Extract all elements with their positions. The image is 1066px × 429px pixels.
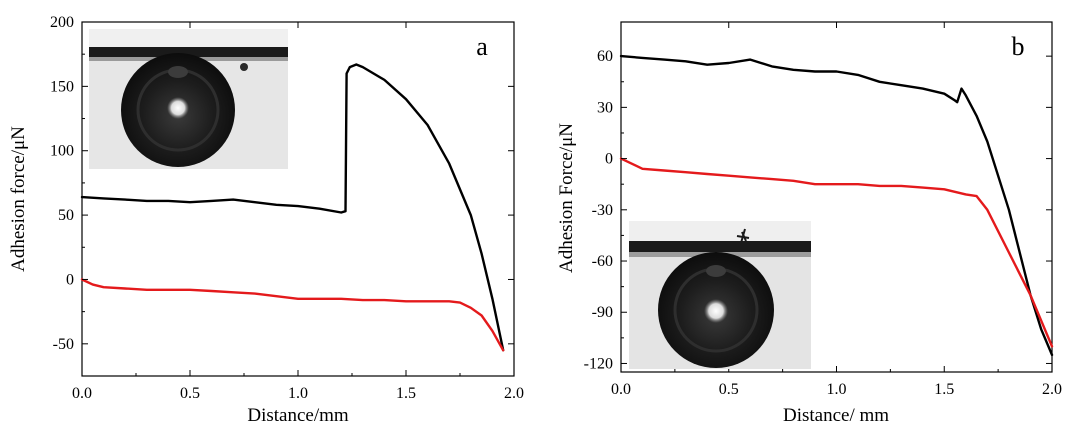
x-tick-label: 0.5: [719, 381, 739, 398]
panel-label: b: [1012, 32, 1025, 61]
y-tick-label: 30: [597, 99, 613, 116]
panel-label: a: [476, 32, 488, 61]
y-tick-label: 0: [605, 151, 613, 168]
y-axis-title: Adhesion Force/μN: [556, 123, 577, 273]
droplet-photo-a: [89, 29, 288, 169]
x-tick-label: 1.0: [288, 385, 308, 402]
series-layer: [619, 54, 1054, 357]
x-tick-label: 1.5: [934, 381, 954, 398]
y-tick-label: -60: [592, 253, 613, 270]
series-layer: [80, 63, 505, 352]
panel-a: 0.0 0.5 1.0 1.5 2.0 -50 0 50 100 150 200 a Distanc…: [8, 14, 524, 426]
x-axis-title: Distance/mm: [247, 405, 349, 426]
y-axis-title: Adhesion force/μN: [8, 126, 29, 272]
y-tick-label: -50: [53, 336, 74, 353]
series-1-line: [619, 157, 1054, 348]
x-tick-label: 0.0: [611, 381, 631, 398]
y-tick-label: 200: [50, 14, 74, 31]
x-tick-label: 0.0: [72, 385, 92, 402]
y-tick-label: 0: [66, 271, 74, 288]
y-tick-label: -30: [592, 202, 613, 219]
x-tick-label: 1.0: [827, 381, 847, 398]
y-tick-label: 60: [597, 48, 613, 65]
y-tick-label: -120: [584, 355, 613, 372]
y-tick-label: 150: [50, 78, 74, 95]
x-axis-title: Distance/ mm: [783, 405, 889, 426]
panel-b: 0.0 0.5 1.0 1.5 2.0 -120 -90 -60 -30 0 30 60 b Dist…: [556, 21, 1062, 426]
y-tick-label: -90: [592, 304, 613, 321]
series-0-line: [80, 63, 505, 352]
axis-layer: 0.0 0.5 1.0 1.5 2.0 -120 -90 -60 -30 0 30 60: [584, 22, 1062, 398]
axis-layer: 0.0 0.5 1.0 1.5 2.0 -50 0 50 100 150 200: [50, 14, 524, 402]
y-tick-label: 100: [50, 143, 74, 160]
x-tick-label: 2.0: [504, 385, 524, 402]
series-0-line: [619, 54, 1054, 357]
droplet-photo-b: [629, 221, 811, 369]
y-tick-label: 50: [58, 207, 74, 224]
x-tick-label: 0.5: [180, 385, 200, 402]
series-1-line: [80, 278, 505, 352]
x-tick-label: 1.5: [396, 385, 416, 402]
x-tick-label: 2.0: [1042, 381, 1062, 398]
